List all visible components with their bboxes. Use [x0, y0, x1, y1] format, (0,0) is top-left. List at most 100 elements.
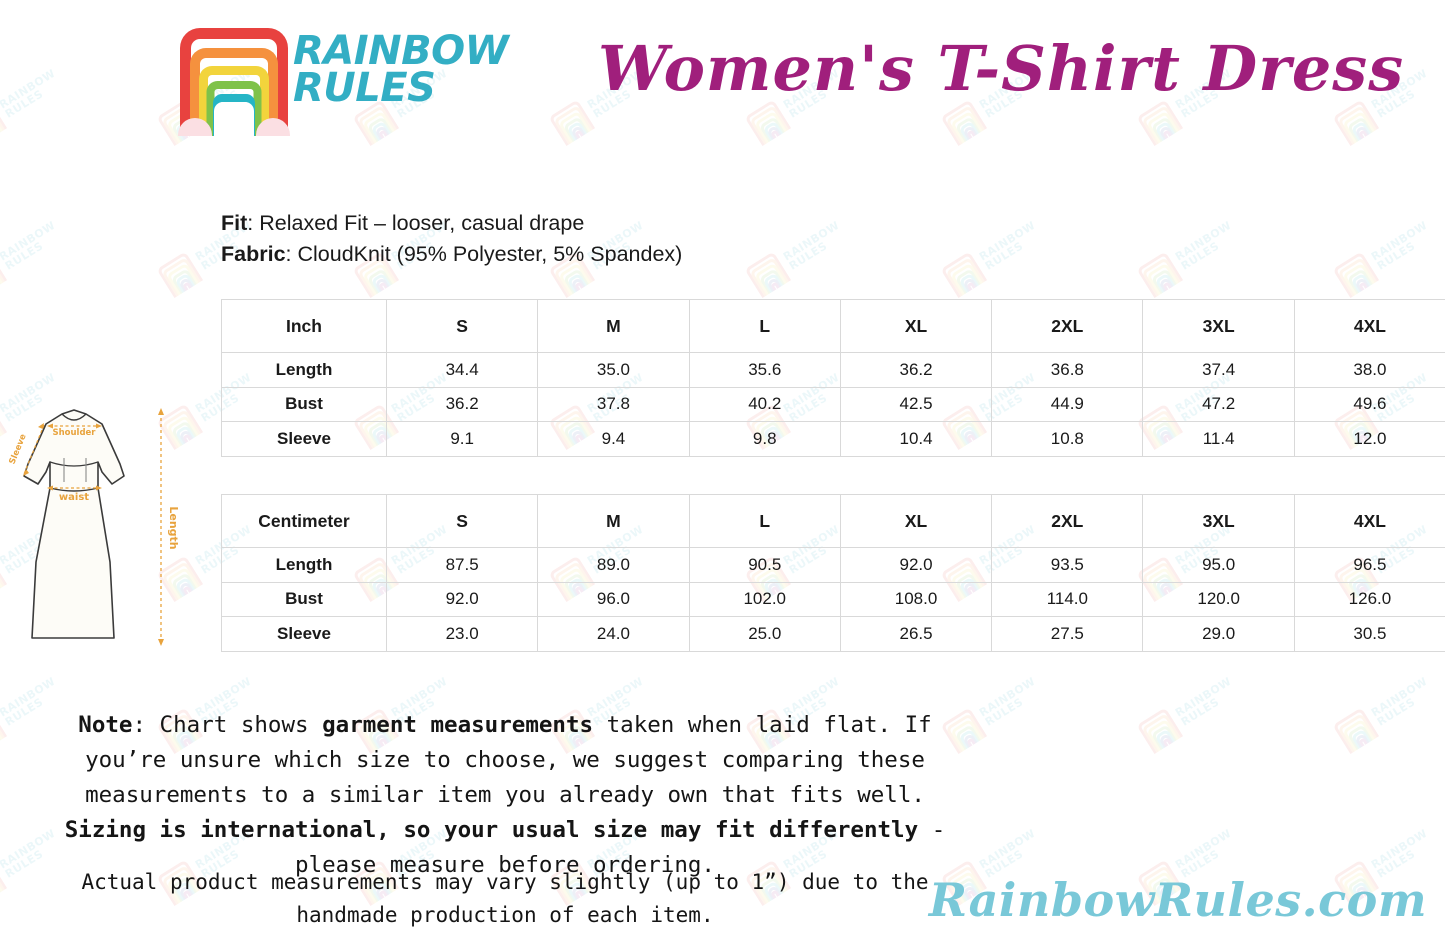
cell-sleeve-s: 9.1	[385, 421, 539, 457]
row-label-length: Length	[221, 352, 387, 388]
spec-fabric-value: : CloudKnit (95% Polyester, 5% Spandex)	[285, 242, 683, 266]
product-spec-block: Fit: Relaxed Fit – looser, casual drape …	[221, 208, 682, 270]
table-header-row: Centimeter S M L XL 2XL 3XL 4XL	[221, 494, 1445, 548]
production-disclaimer: Actual product measurements may vary sli…	[81, 870, 929, 927]
note-text: taken when laid flat. If you’re unsure w…	[85, 712, 932, 808]
cell-bust-xl: 42.5	[839, 386, 993, 422]
cell-length-4xl: 38.0	[1293, 352, 1445, 388]
cell-sleeve-m: 9.4	[537, 421, 690, 457]
row-label-sleeve: Sleeve	[221, 616, 387, 652]
cell-length-xl: 92.0	[839, 547, 993, 583]
col-header-s: S	[385, 494, 539, 548]
cell-length-m: 35.0	[537, 352, 690, 388]
table-row: Length 34.4 35.0 35.6 36.2 36.8 37.4 38.…	[221, 352, 1445, 388]
col-header-l: L	[688, 494, 841, 548]
table-row: Length 87.5 89.0 90.5 92.0 93.5 95.0 96.…	[221, 547, 1445, 583]
table-row: Sleeve 23.0 24.0 25.0 26.5 27.5 29.0 30.…	[221, 616, 1445, 652]
table-header-row: Inch S M L XL 2XL 3XL 4XL	[221, 299, 1445, 353]
page-header: RAINBOW RULES Women's T-Shirt Dress	[0, 0, 1445, 150]
rainbow-arch-logo-icon	[178, 28, 290, 136]
cell-sleeve-2xl: 10.8	[991, 421, 1144, 457]
col-header-3xl: 3XL	[1142, 494, 1295, 548]
cell-length-xl: 36.2	[839, 352, 993, 388]
spec-fit-value: : Relaxed Fit – looser, casual drape	[247, 211, 585, 235]
col-header-2xl: 2XL	[991, 494, 1144, 548]
diagram-label-waist: waist	[59, 492, 89, 503]
cell-bust-s: 36.2	[385, 386, 539, 422]
row-label-length: Length	[221, 547, 387, 583]
cell-sleeve-4xl: 12.0	[1293, 421, 1445, 457]
cell-length-l: 90.5	[688, 547, 841, 583]
cell-sleeve-3xl: 11.4	[1142, 421, 1295, 457]
cell-length-m: 89.0	[537, 547, 690, 583]
row-label-bust: Bust	[221, 386, 387, 422]
col-header-l: L	[688, 299, 841, 353]
col-header-2xl: 2XL	[991, 299, 1144, 353]
sizing-note: Note: Chart shows garment measurements t…	[46, 708, 964, 883]
cell-sleeve-m: 24.0	[537, 616, 690, 652]
col-header-4xl: 4XL	[1293, 494, 1445, 548]
table-unit-header: Inch	[221, 299, 387, 353]
cell-length-l: 35.6	[688, 352, 841, 388]
diagram-label-length: Length	[167, 506, 180, 549]
cell-length-3xl: 95.0	[1142, 547, 1295, 583]
note-emphasis: garment measurements	[322, 712, 594, 738]
cell-bust-4xl: 126.0	[1293, 581, 1445, 617]
cell-sleeve-2xl: 27.5	[991, 616, 1144, 652]
cell-bust-2xl: 44.9	[991, 386, 1144, 422]
cell-bust-3xl: 120.0	[1142, 581, 1295, 617]
cell-sleeve-l: 9.8	[688, 421, 841, 457]
cell-sleeve-xl: 26.5	[839, 616, 993, 652]
size-table-inch: Inch S M L XL 2XL 3XL 4XL Length 34.4 35…	[221, 299, 1445, 457]
cell-sleeve-4xl: 30.5	[1293, 616, 1445, 652]
col-header-3xl: 3XL	[1142, 299, 1295, 353]
cell-bust-l: 40.2	[688, 386, 841, 422]
note-emphasis: Note	[78, 712, 133, 738]
table-row: Bust 92.0 96.0 102.0 108.0 114.0 120.0 1…	[221, 581, 1445, 617]
note-text: - please measure before ordering.	[295, 817, 946, 878]
dress-technical-drawing: Shoulder waist Sleeve Length	[2, 392, 202, 660]
cell-bust-m: 96.0	[537, 581, 690, 617]
note-text: : Chart shows	[132, 712, 323, 738]
table-unit-header: Centimeter	[221, 494, 387, 548]
cell-length-s: 87.5	[385, 547, 539, 583]
row-label-bust: Bust	[221, 581, 387, 617]
page-title: Women's T-Shirt Dress	[598, 32, 1405, 105]
cell-bust-m: 37.8	[537, 386, 690, 422]
cell-length-3xl: 37.4	[1142, 352, 1295, 388]
brand-wordmark-line1: RAINBOW	[293, 28, 509, 74]
spec-fabric-line: Fabric: CloudKnit (95% Polyester, 5% Spa…	[221, 239, 682, 270]
cell-bust-s: 92.0	[385, 581, 539, 617]
col-header-s: S	[385, 299, 539, 353]
cell-length-4xl: 96.5	[1293, 547, 1445, 583]
cell-bust-3xl: 47.2	[1142, 386, 1295, 422]
diagram-label-shoulder: Shoulder	[52, 428, 96, 438]
logo-notch	[214, 102, 254, 136]
row-label-sleeve: Sleeve	[221, 421, 387, 457]
cell-sleeve-3xl: 29.0	[1142, 616, 1295, 652]
col-header-m: M	[537, 299, 690, 353]
spec-fit-label: Fit	[221, 211, 248, 235]
cell-bust-2xl: 114.0	[991, 581, 1144, 617]
diagram-label-sleeve: Sleeve	[8, 432, 29, 466]
cell-length-2xl: 36.8	[991, 352, 1144, 388]
cell-sleeve-s: 23.0	[385, 616, 539, 652]
table-row: Bust 36.2 37.8 40.2 42.5 44.9 47.2 49.6	[221, 386, 1445, 422]
cell-bust-4xl: 49.6	[1293, 386, 1445, 422]
col-header-xl: XL	[839, 299, 993, 353]
cloud-right-icon	[256, 118, 290, 136]
note-emphasis: Sizing is international, so your usual s…	[64, 817, 919, 843]
col-header-m: M	[537, 494, 690, 548]
site-wordmark: RainbowRules.com	[928, 873, 1427, 927]
cell-length-2xl: 93.5	[991, 547, 1144, 583]
spec-fit-line: Fit: Relaxed Fit – looser, casual drape	[221, 208, 682, 239]
col-header-4xl: 4XL	[1293, 299, 1445, 353]
cell-bust-xl: 108.0	[839, 581, 993, 617]
cloud-left-icon	[178, 118, 212, 136]
table-row: Sleeve 9.1 9.4 9.8 10.4 10.8 11.4 12.0	[221, 421, 1445, 457]
cell-sleeve-l: 25.0	[688, 616, 841, 652]
cell-length-s: 34.4	[385, 352, 539, 388]
brand-wordmark-line2: RULES	[293, 65, 436, 112]
cell-sleeve-xl: 10.4	[839, 421, 993, 457]
brand-wordmark: RAINBOW RULES	[293, 28, 509, 112]
